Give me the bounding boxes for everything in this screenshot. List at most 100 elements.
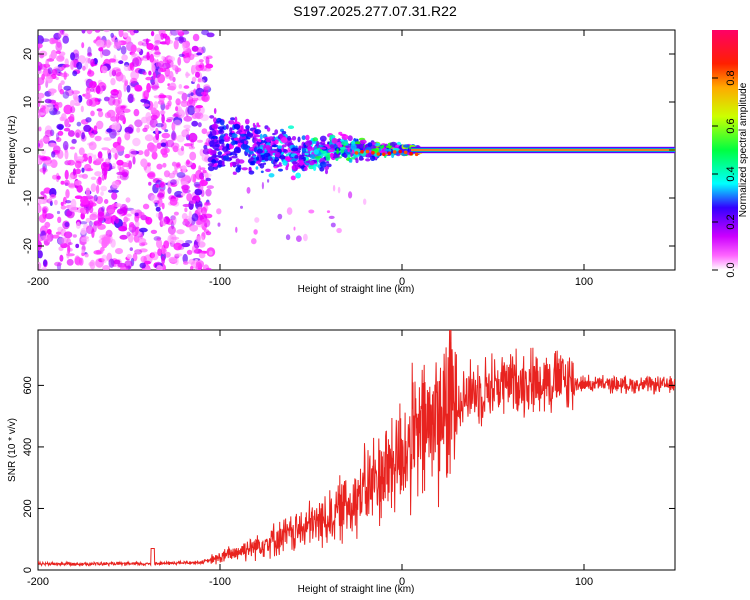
spectrogram-noise-point <box>86 87 90 91</box>
spectrogram-noise-point <box>165 35 171 46</box>
spectrogram-noise-point <box>39 157 48 161</box>
spectrogram-noise-point <box>89 133 95 138</box>
spectrogram-transition-point <box>228 143 233 149</box>
spectrogram-noise-point <box>62 64 70 68</box>
spectrogram-transition-point <box>214 144 220 148</box>
spectrogram-noise-point <box>198 64 203 69</box>
spectrogram-noise-point <box>64 118 70 127</box>
spectrogram-noise-point <box>183 143 193 147</box>
spectrogram-noise-point <box>130 70 140 81</box>
spectrogram-noise-point <box>109 69 113 78</box>
spectrogram-noise-point <box>183 85 190 89</box>
spectrogram-noise-point <box>177 30 184 35</box>
spectrogram-noise-point <box>54 261 62 267</box>
spectrogram-transition-point <box>291 161 298 165</box>
spectrogram-noise-point <box>199 79 205 83</box>
spectrogram-noise-point <box>70 106 76 114</box>
spectrogram-noise-point <box>130 150 140 155</box>
spectrogram-transition-point <box>298 160 304 166</box>
spectrogram-transition-point <box>234 116 238 123</box>
spectrogram-noise-point <box>51 234 60 239</box>
spectrogram-outlier-point <box>286 207 293 215</box>
spectrogram-noise-point <box>46 58 55 62</box>
spectrogram-transition-point <box>316 140 320 147</box>
spectrogram-noise-point <box>150 194 159 203</box>
spectrogram-noise-point <box>52 110 61 115</box>
spectrogram-noise-point <box>123 82 127 92</box>
spectrogram-peak-point <box>387 151 392 156</box>
spectrogram-noise-point <box>167 85 176 91</box>
snr-y-tick-label: 0 <box>22 567 34 573</box>
spectrogram-noise-point <box>85 187 91 196</box>
spectrogram-noise-point <box>82 93 86 97</box>
spectrogram-noise-point <box>63 71 67 80</box>
colorbar-label: Normalized spectral amplitude <box>738 82 749 217</box>
spectrogram-noise-point <box>173 211 179 216</box>
spectrogram-noise-point <box>103 216 113 224</box>
spectrogram-transition-point <box>281 137 288 144</box>
spectrogram-noise-point <box>63 231 73 239</box>
spectrogram-noise-point <box>74 96 79 103</box>
spectrogram-noise-point <box>72 234 77 238</box>
spectrogram-noise-point <box>186 99 196 108</box>
spectrogram-noise-point <box>170 179 177 185</box>
spectrogram-transition-point <box>265 144 271 151</box>
spectrogram-transition-point <box>211 129 217 137</box>
spectrogram-transition-point <box>214 138 217 142</box>
spectrogram-noise-point <box>50 159 58 169</box>
spectrogram-noise-point <box>83 163 92 172</box>
spectrogram-noise-point <box>47 67 53 75</box>
spectrogram-noise-point <box>199 106 205 115</box>
spectrogram-noise-point <box>119 173 129 181</box>
spectrogram-noise-point <box>153 50 161 58</box>
colorbar-tick-label: 0.4 <box>725 166 737 181</box>
spectrogram-noise-point <box>193 181 201 187</box>
spectrogram-noise-point <box>55 50 62 54</box>
spectrogram-noise-point <box>155 213 160 218</box>
spectrogram-noise-point <box>157 197 163 208</box>
spectrogram-noise-point <box>95 39 105 48</box>
spectrogram-noise-point <box>145 38 149 45</box>
spectrogram-noise-point <box>44 98 52 104</box>
spectrogram-noise-point <box>64 149 69 160</box>
spectrogram-transition-point <box>350 143 357 151</box>
spectrogram-transition-point <box>246 132 254 138</box>
spectrogram-peak-point <box>371 150 375 155</box>
spectrogram-noise-point <box>115 113 120 123</box>
spectrogram-transition-point <box>212 135 218 140</box>
spectrogram-noise-point <box>155 47 160 55</box>
spectrogram-noise-point <box>64 179 70 186</box>
spectrogram-noise-point <box>150 229 158 234</box>
spectrogram-noise-point <box>98 47 104 52</box>
spectrogram-noise-point <box>127 93 134 104</box>
spectrogram-noise-point <box>63 85 72 91</box>
spectrogram-noise-point <box>160 142 166 147</box>
colorbar-tick-label: 0.6 <box>725 118 737 133</box>
spectrogram-transition-point <box>265 168 271 172</box>
spectrogram-noise-point <box>200 114 210 122</box>
spectrogram-transition-point <box>365 158 371 162</box>
spectrogram-peak-point <box>354 151 359 155</box>
spectrogram-noise-point <box>87 57 91 64</box>
spectrogram-noise-point <box>175 98 181 106</box>
spectrogram-transition-point <box>305 134 310 141</box>
spectrogram-x-tick-label: 100 <box>575 276 593 288</box>
spectrogram-transition-point <box>301 135 306 141</box>
spectrogram-noise-point <box>185 128 190 132</box>
spectrogram-noise-point <box>104 199 109 204</box>
spectrogram-transition-point <box>248 158 254 162</box>
spectrogram-noise-point <box>173 242 182 251</box>
spectrogram-outlier-point <box>235 226 238 233</box>
spectrogram-noise-point <box>38 70 44 75</box>
spectrogram-noise-point <box>167 180 171 189</box>
spectrogram-noise-point <box>81 167 85 173</box>
spectrogram-transition-point <box>312 165 317 171</box>
spectrogram-noise-point <box>38 214 47 223</box>
spectrogram-transition-point <box>312 137 319 142</box>
spectrogram-noise-point <box>177 91 185 95</box>
spectrogram-noise-point <box>46 228 52 235</box>
spectrogram-noise-point <box>85 57 89 63</box>
spectrogram-noise-point <box>85 217 92 223</box>
spectrogram-noise-point <box>172 113 179 118</box>
spectrogram-noise-point <box>113 202 117 210</box>
